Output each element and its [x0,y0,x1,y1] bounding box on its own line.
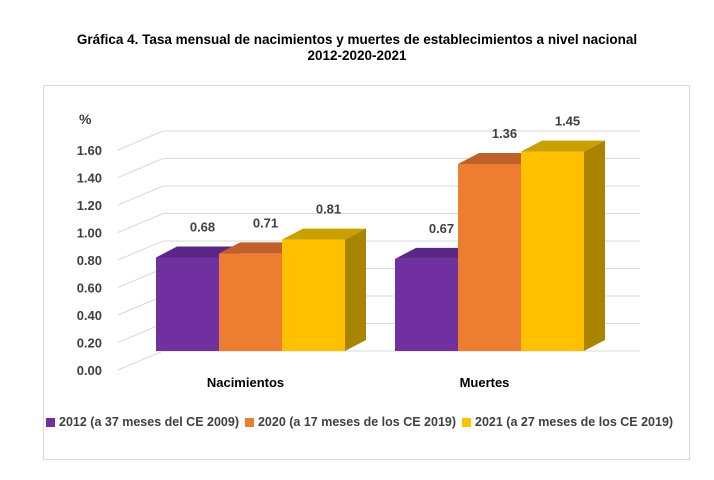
left-wall-gridline [117,268,164,288]
left-wall-gridline [117,350,164,371]
data-label: 0.71 [253,215,278,230]
y-axis-unit: % [79,111,92,127]
bar-front [458,164,521,351]
data-label: 1.36 [492,126,517,141]
y-tick-label: 0.40 [77,308,102,323]
bar-front [282,239,345,351]
left-wall-gridline [117,158,164,178]
data-label: 0.81 [316,202,341,217]
x-category-label: Nacimientos [207,375,284,390]
legend-swatch-2012 [46,417,55,427]
legend: 2012 (a 37 meses del CE 2009) 2020 (a 17… [46,415,679,429]
chart-frame [43,85,690,460]
left-wall-gridline [117,240,164,261]
data-label: 0.68 [190,220,215,235]
legend-swatch-2021 [462,417,472,427]
legend-item-2021: 2021 (a 27 meses de los CE 2019) [462,415,673,429]
chart-title: Gráfica 4. Tasa mensual de nacimientos y… [76,32,638,47]
legend-item-2020: 2020 (a 17 meses de los CE 2019) [244,415,457,429]
y-tick-label: 1.20 [77,198,102,213]
bar-side [584,140,605,351]
legend-swatch-2020 [244,417,254,427]
y-tick-label: 0.00 [77,363,102,378]
left-wall-gridline [117,185,164,206]
y-tick-label: 1.60 [77,143,102,158]
bar-side [345,228,366,351]
y-tick-label: 0.60 [77,281,102,296]
y-tick-label: 0.20 [77,336,102,351]
left-wall-gridline [117,213,164,233]
y-tick-label: 1.00 [77,226,102,241]
bar-front [156,257,219,351]
y-tick-label: 1.40 [77,171,102,186]
data-label: 1.45 [555,114,580,129]
legend-item-2012: 2012 (a 37 meses del CE 2009) [46,415,239,429]
bar-front [395,258,458,351]
bar-front [521,151,584,351]
bar-top [282,228,366,240]
data-label: 0.67 [429,221,454,236]
x-category-label: Muertes [460,375,510,390]
left-wall-gridline [117,295,164,316]
left-wall-gridline [117,323,164,343]
chart-subtitle: 2012-2020-2021 [307,48,407,63]
legend-label-2020: 2020 (a 17 meses de los CE 2019) [257,415,457,429]
legend-label-2012: 2012 (a 37 meses del CE 2009) [59,415,239,429]
bar-top [521,140,605,152]
bar-front [219,253,282,351]
legend-label-2021: 2021 (a 27 meses de los CE 2019) [475,415,674,429]
y-tick-label: 0.80 [77,253,102,268]
left-wall-gridline [117,130,164,151]
